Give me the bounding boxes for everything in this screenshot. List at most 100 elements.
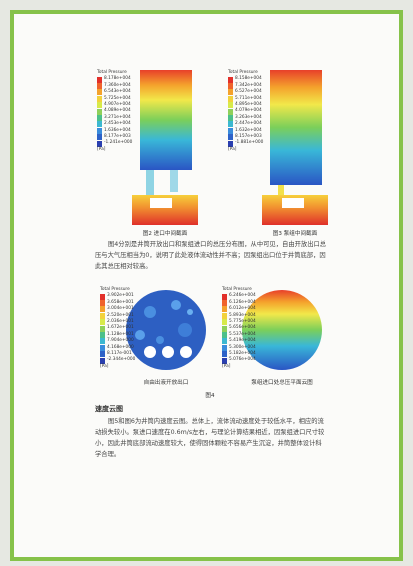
legend-row: 8.178e+004 — [97, 76, 132, 83]
figure-caption: 泵组进口处总压平面云图 — [251, 380, 313, 386]
legend-row: 4.168e+000 — [100, 345, 135, 351]
legend-swatch — [228, 76, 233, 83]
legend-value: 3.263e+004 — [235, 114, 262, 120]
legend-row: 1.672e+001 — [100, 325, 135, 332]
legend-swatch — [222, 338, 227, 345]
legend-value: -1.881e+000 — [235, 140, 264, 146]
legend-value: 2.520e+001 — [107, 312, 134, 318]
legend-swatch — [228, 121, 233, 128]
legend-swatch — [100, 344, 105, 351]
legend-swatch — [100, 357, 105, 364]
legend-swatch — [228, 83, 233, 90]
legend-swatch — [222, 332, 227, 339]
legend: Total Pressure 8.158e+004 7.342e+004 6.527e… — [228, 70, 263, 153]
legend: Total Pressure 3.902e+001 3.658e+001 3.004e… — [100, 287, 135, 370]
legend-value: 6.126e+004 — [229, 299, 256, 305]
legend-value: 5.076e+004 — [229, 357, 256, 363]
paragraph: 图5和图6为井筒内速度云图。总体上，流体流动速度处于较低水平，相应的流动损失较小… — [95, 418, 325, 458]
legend-swatch — [222, 357, 227, 364]
legend-value: 7.360e+004 — [104, 82, 131, 88]
legend-row: 2.036e+001 — [100, 319, 135, 326]
legend-unit: [Pa] — [100, 363, 109, 369]
legend-value: 3.004e+001 — [107, 306, 134, 312]
legend-row: 3.004e+001 — [100, 306, 135, 313]
legend-swatch — [100, 332, 105, 339]
legend-row: 5.711e+004 — [228, 96, 263, 102]
legend-swatch — [97, 134, 102, 141]
legend-row: 3.271e+004 — [97, 114, 132, 122]
legend-value: 5.656e+004 — [229, 325, 256, 331]
legend-value: 1.672e+001 — [107, 325, 134, 331]
legend-value: -2.344e+000 — [107, 357, 136, 363]
legend-swatch — [97, 115, 102, 122]
legend-row: 8.158e+004 — [228, 76, 263, 83]
legend-value: 6.012e+004 — [229, 306, 256, 312]
legend-row: 3.263e+004 — [228, 114, 263, 122]
legend-swatch — [222, 319, 227, 326]
legend-swatch — [222, 312, 227, 319]
legend-value: 4.895e+004 — [235, 102, 262, 108]
legend-swatch — [100, 319, 105, 326]
legend-value: 5.537e+004 — [229, 331, 256, 337]
legend-swatch — [97, 127, 102, 134]
page-frame — [10, 10, 403, 561]
legend-swatch — [97, 102, 102, 109]
figure3-plot — [262, 70, 328, 225]
legend: Total Pressure 6.246e+004 6.126e+004 6.012e… — [222, 287, 256, 370]
legend-swatch — [222, 325, 227, 332]
legend-swatch — [100, 300, 105, 307]
legend-value: 2.036e+001 — [107, 319, 134, 325]
legend-row: 7.904e+000 — [100, 338, 135, 345]
legend-swatch — [100, 293, 105, 300]
legend-unit: [Pa] — [97, 146, 106, 152]
legend-swatch — [228, 127, 233, 134]
legend-row: 4.079e+004 — [228, 108, 263, 115]
figure-caption: 自由出液开放出口 — [143, 380, 189, 386]
legend-row: 1.632e+004 — [228, 128, 263, 134]
legend-row: 4.089e+004 — [97, 108, 132, 115]
legend-value: 5.893e+004 — [229, 312, 256, 318]
figure2-plot — [132, 70, 198, 225]
legend-row: 7.360e+004 — [97, 82, 132, 90]
legend-swatch — [228, 140, 233, 147]
legend-value: -1.241e+000 — [104, 140, 133, 146]
legend-row: 5.419e+004 — [222, 338, 256, 345]
figure-caption: 图2 进口中间截面 — [142, 231, 188, 237]
paragraph: 图4分别是井筒开放出口和泵组进口的总压分布图，从中可见，自由开放出口总压与大气压… — [95, 241, 327, 270]
legend-value: 3.658e+001 — [107, 299, 134, 305]
section-title: 速度云图 — [95, 405, 123, 413]
legend-row: 4.907e+004 — [97, 102, 132, 109]
legend-swatch — [97, 121, 102, 128]
legend-swatch — [228, 89, 233, 96]
legend-value: 8.178e+004 — [104, 76, 131, 82]
legend-title: Total Pressure — [228, 70, 258, 75]
legend-row: -1.881e+000 — [228, 140, 264, 147]
legend-swatch — [228, 115, 233, 122]
legend-row: 5.076e+004 — [222, 357, 256, 364]
figure4-right-plot — [242, 290, 322, 370]
legend-value: 4.168e+000 — [107, 344, 134, 350]
legend-swatch — [222, 300, 227, 307]
legend-value: 8.157e+003 — [235, 134, 262, 140]
legend-row: 2.447e+004 — [228, 121, 263, 128]
legend-swatch — [97, 95, 102, 102]
legend-title: Total Pressure — [222, 287, 252, 292]
legend-value: 1.636e+004 — [104, 127, 131, 133]
legend-row: 5.775e+004 — [222, 319, 256, 326]
legend-row: 3.658e+001 — [100, 299, 135, 307]
legend: Total Pressure 8.178e+004 7.360e+004 6.543e… — [97, 70, 132, 153]
legend-value: 4.089e+004 — [104, 108, 131, 114]
legend-row: 5.893e+004 — [222, 313, 256, 319]
legend-value: 8.177e+003 — [104, 134, 131, 140]
legend-title: Total Pressure — [100, 287, 130, 292]
legend-row: 6.126e+004 — [222, 299, 256, 307]
legend-row: 6.527e+004 — [228, 89, 263, 96]
legend-value: 3.271e+004 — [104, 114, 131, 120]
legend-row: 1.128e+001 — [100, 332, 135, 339]
legend-row: 2.520e+001 — [100, 313, 135, 319]
legend-swatch — [100, 312, 105, 319]
legend-value: 2.453e+004 — [104, 121, 131, 127]
legend-row: 5.182e+004 — [222, 351, 256, 358]
legend-row: 8.177e+003 — [97, 134, 132, 141]
